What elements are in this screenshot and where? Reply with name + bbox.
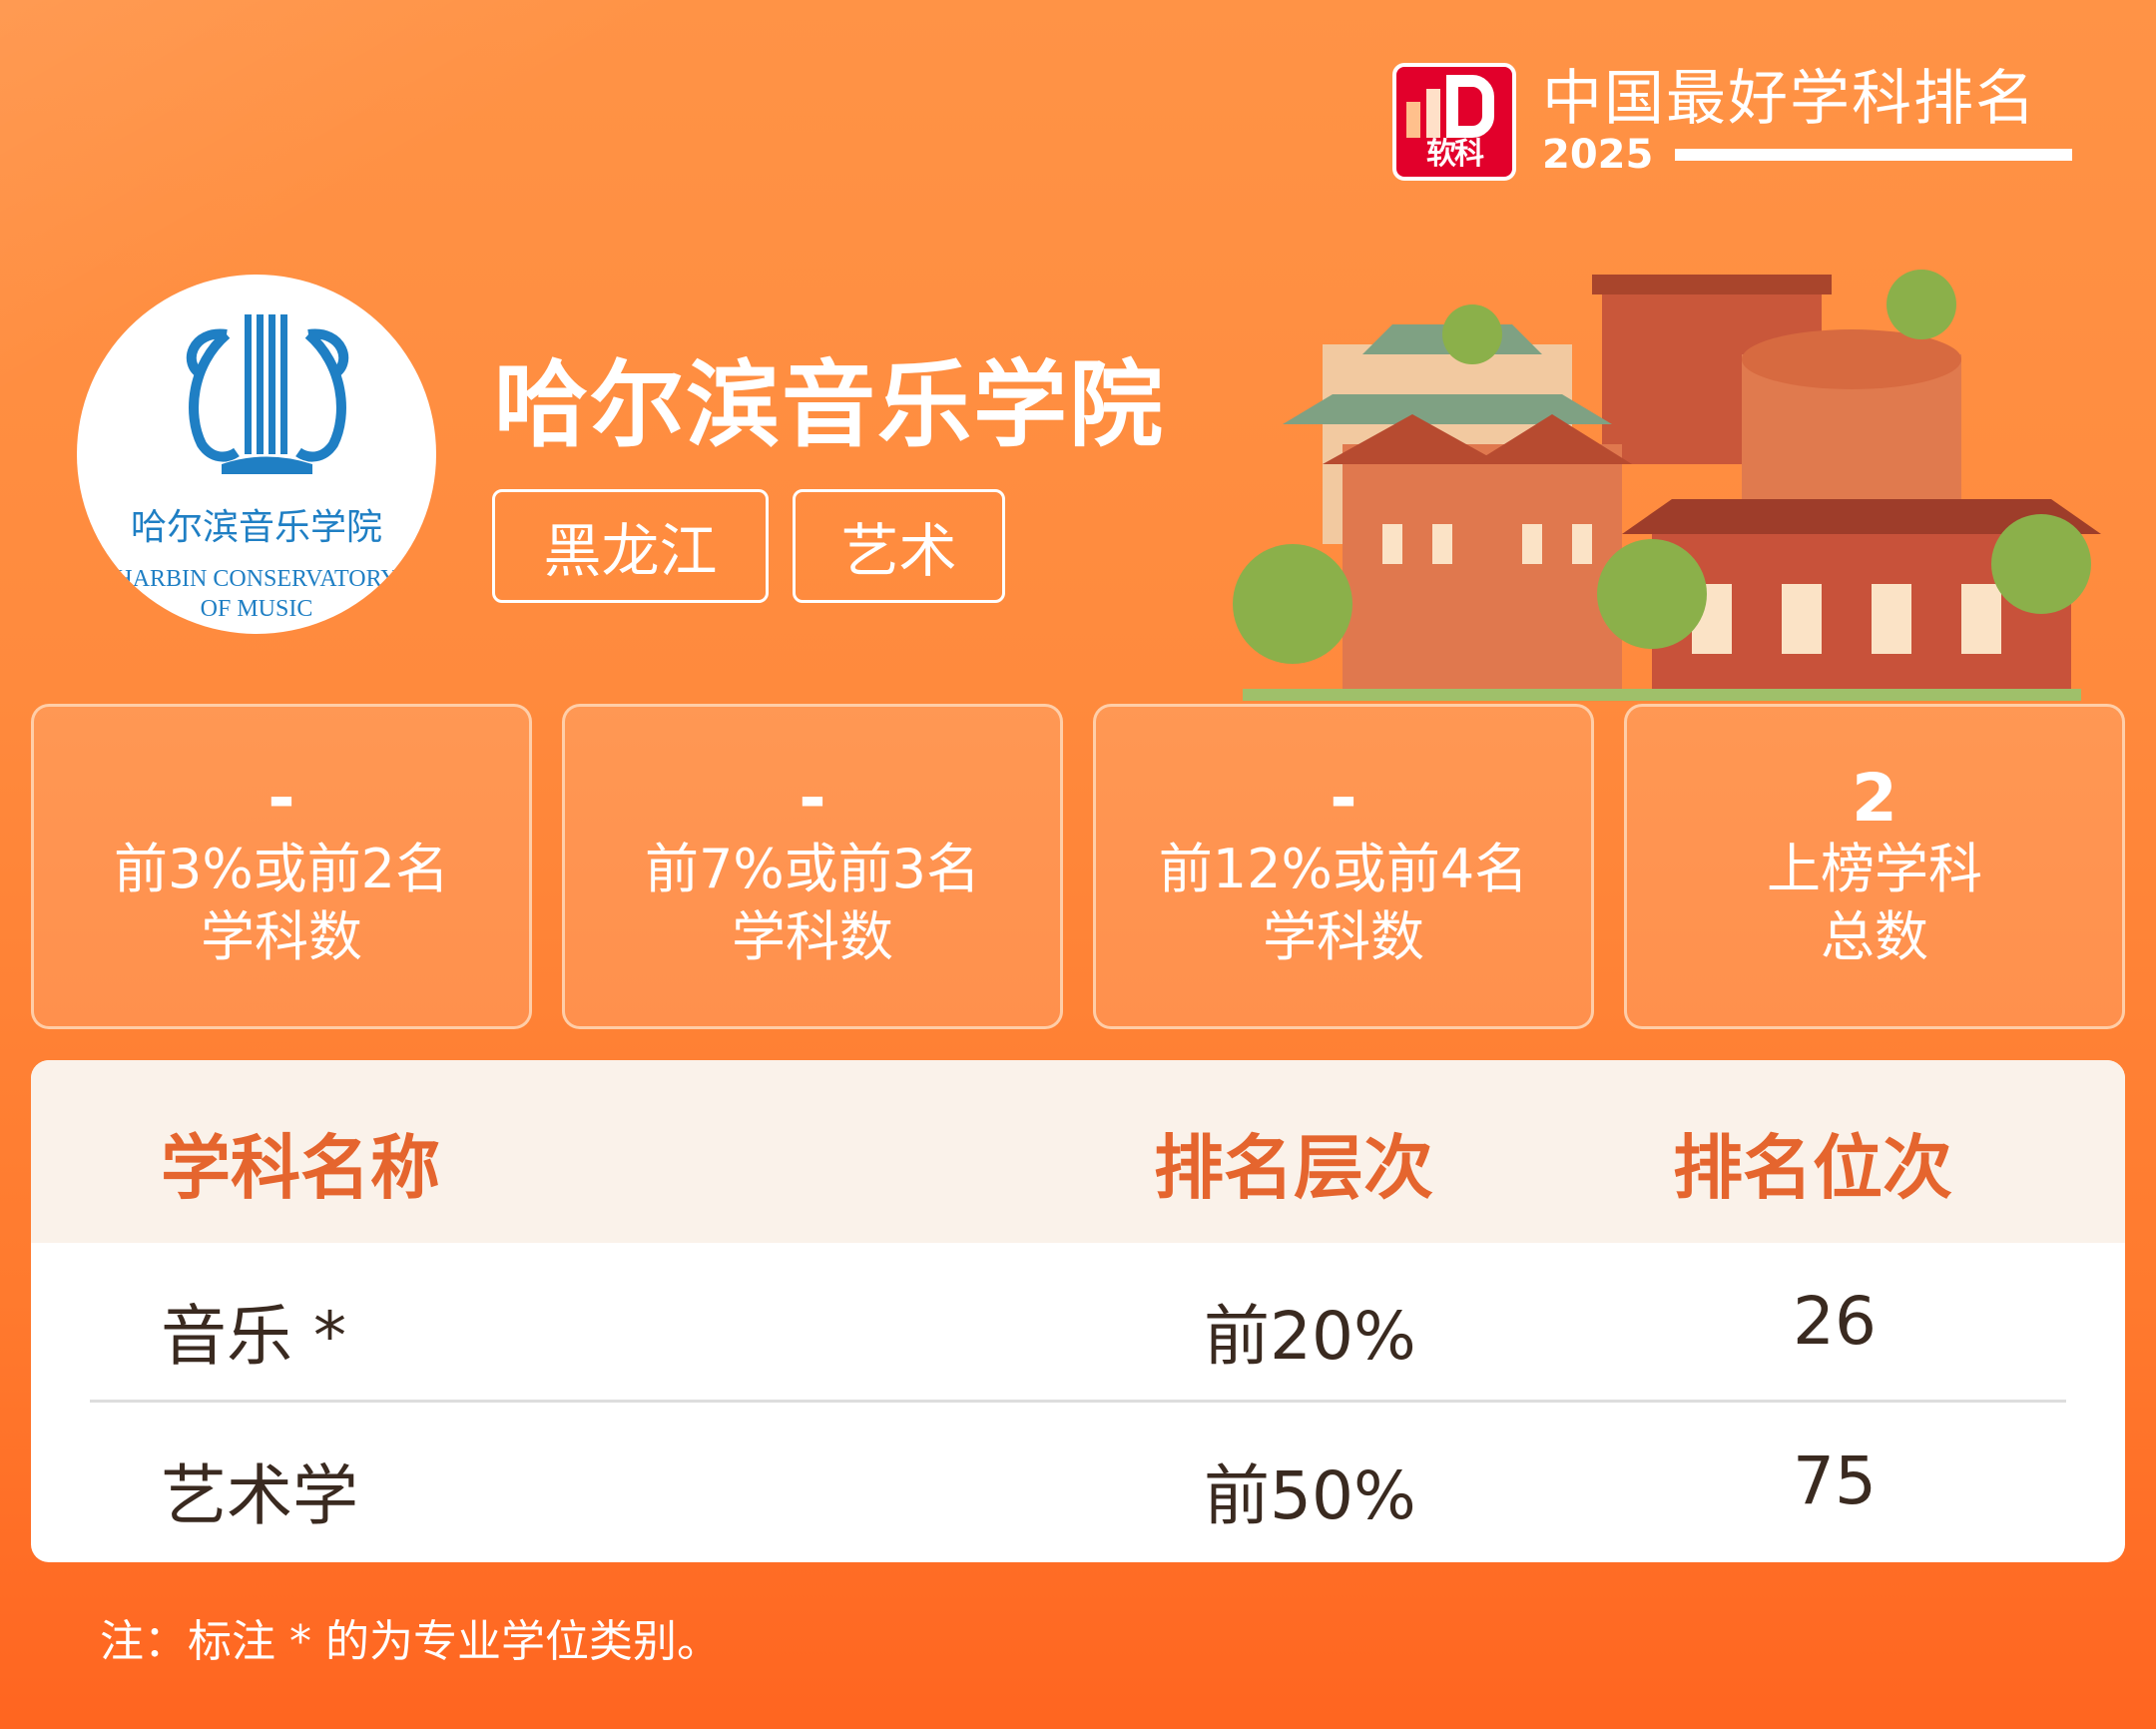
stat-label: 前7%或前3名 (644, 838, 981, 900)
brand-title: 中国最好学科排名 (1542, 64, 2037, 134)
stat-label: 学科数 (732, 905, 893, 968)
header-tier: 排名层次 (1154, 1127, 1433, 1209)
stat-label: 前3%或前2名 (113, 838, 450, 900)
cell-tier: 前50% (1204, 1457, 1416, 1534)
brand-header: 软科 中国最好学科排名 2025 (1392, 63, 2073, 181)
stat-value: 2 (1852, 760, 1897, 837)
cell-subject: 艺术学 (161, 1457, 358, 1534)
stat-label: 总数 (1821, 905, 1928, 968)
stat-label: 学科数 (201, 905, 362, 968)
campus-buildings-illustration (1233, 270, 2101, 701)
table-row: 音乐 * 前20% 26 (31, 1243, 2125, 1401)
school-name: 哈尔滨音乐学院 (494, 351, 1166, 460)
cell-tier: 前20% (1204, 1298, 1416, 1375)
stat-value: - (1330, 760, 1357, 837)
brand-logo-text: 软科 (1426, 137, 1484, 172)
stat-card-total: 2 上榜学科 总数 (1624, 704, 2125, 1029)
cell-rank: 26 (1793, 1283, 1877, 1360)
stat-card-top12: - 前12%或前4名 学科数 (1093, 704, 1594, 1029)
logo-en-text-2: OF MUSIC (201, 596, 313, 622)
stat-value: - (799, 760, 826, 837)
school-logo: 哈尔滨音乐学院 HARBIN CONSERVATORY OF MUSIC (77, 275, 436, 634)
stat-label: 学科数 (1263, 905, 1424, 968)
header-rank: 排名位次 (1673, 1127, 1952, 1209)
logo-cn-text: 哈尔滨音乐学院 (131, 507, 382, 548)
stat-label: 上榜学科 (1767, 838, 1982, 900)
lyre-emblem-icon: 哈尔滨音乐学院 HARBIN CONSERVATORY OF MUSIC (115, 314, 398, 622)
logo-en-text-1: HARBIN CONSERVATORY (115, 566, 397, 592)
stat-card-top7: - 前7%或前3名 学科数 (562, 704, 1063, 1029)
shanghai-ranking-logo: 软科 (1392, 63, 1516, 181)
table-header: 学科名称 排名层次 排名位次 (31, 1060, 2125, 1243)
subject-ranking-table: 学科名称 排名层次 排名位次 音乐 * 前20% 26 艺术学 前50% 75 (31, 1060, 2125, 1562)
cell-rank: 75 (1793, 1442, 1877, 1519)
brand-underline (1675, 149, 2073, 161)
stat-card-top3: - 前3%或前2名 学科数 (31, 704, 532, 1029)
tag-category: 艺术 (793, 489, 1005, 603)
stat-label: 前12%或前4名 (1158, 838, 1529, 900)
stat-value: - (268, 760, 295, 837)
table-row: 艺术学 前50% 75 (31, 1403, 2125, 1560)
cell-subject: 音乐 * (161, 1298, 346, 1375)
row-divider (90, 1400, 2066, 1403)
footnote: 注：标注 * 的为专业学位类别。 (100, 1616, 721, 1667)
brand-year: 2025 (1542, 132, 1654, 178)
header-subject: 学科名称 (161, 1127, 440, 1209)
tag-region: 黑龙江 (492, 489, 769, 603)
